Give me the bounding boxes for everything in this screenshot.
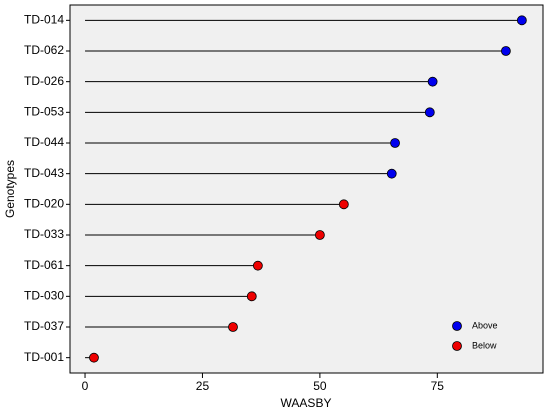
x-tick-label: 50 — [313, 379, 327, 393]
y-tick-label: TD-043 — [24, 166, 64, 180]
y-axis-title: Genotypes — [3, 160, 17, 218]
dot — [500, 46, 511, 56]
dot — [246, 291, 257, 302]
x-axis-title: WAASBY — [281, 396, 332, 410]
y-tick-label: TD-033 — [24, 227, 64, 241]
y-tick-label: TD-037 — [24, 319, 64, 333]
dot — [427, 76, 438, 87]
dot — [386, 168, 397, 179]
dot — [314, 230, 325, 240]
legend-label: Below — [472, 340, 497, 350]
dot — [338, 199, 349, 210]
y-tick-label: TD-030 — [24, 289, 64, 303]
plot-area — [69, 4, 544, 374]
y-tick-label: TD-026 — [24, 74, 64, 88]
x-tick-label: 75 — [431, 379, 445, 393]
legend-marker — [452, 321, 462, 331]
dot — [89, 352, 99, 363]
legend-marker — [452, 341, 462, 351]
y-tick-label: TD-020 — [24, 197, 64, 211]
dot — [252, 260, 263, 271]
y-tick-label: TD-001 — [24, 350, 64, 364]
dot — [424, 107, 435, 118]
y-tick-label: TD-062 — [24, 43, 64, 57]
y-tick-label: TD-053 — [24, 105, 64, 119]
y-tick-label: TD-061 — [24, 258, 64, 272]
dot — [228, 322, 238, 332]
dot — [516, 15, 527, 26]
x-tick-label: 25 — [196, 379, 210, 393]
legend-label: Above — [472, 320, 498, 330]
x-tick-label: 0 — [82, 379, 89, 393]
y-tick-label: TD-044 — [24, 135, 64, 149]
y-tick-label: TD-014 — [24, 13, 64, 27]
dot — [390, 138, 400, 148]
